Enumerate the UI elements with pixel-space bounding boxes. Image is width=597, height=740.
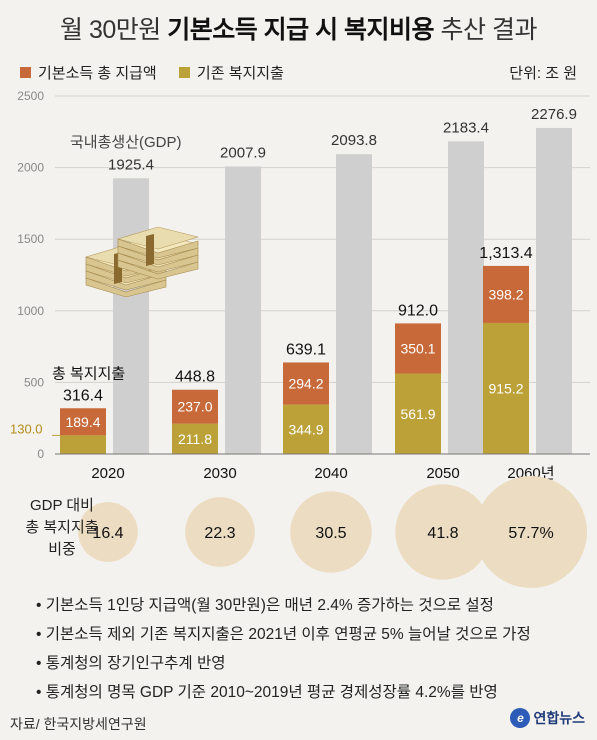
- note-item: 기본소득 1인당 지급액(월 30만원)은 매년 2.4% 증가하는 것으로 설…: [36, 591, 531, 620]
- gdp-bar: [113, 178, 149, 454]
- total-value: 316.4: [63, 387, 103, 404]
- ratio-value: 41.8: [427, 525, 458, 542]
- existing-welfare-value: 344.9: [288, 421, 323, 437]
- ratio-bubble: [475, 476, 587, 588]
- ratio-value: 57.7%: [508, 525, 553, 542]
- ratio-bubble: [78, 502, 138, 562]
- existing-welfare-bar: [283, 404, 329, 454]
- legend-swatch: [20, 67, 31, 78]
- yonhap-logo: e 연합뉴스: [510, 708, 585, 728]
- basic-income-value: 294.2: [288, 376, 323, 392]
- source-credit: 자료/ 한국지방세연구원: [10, 716, 147, 732]
- bar-chart: 0 500 1000 1500 2000 2500 189.4 316.4 1925.4 2020…: [10, 89, 590, 588]
- gdp-value: 2093.8: [331, 132, 377, 149]
- y-tick-label: 2500: [17, 89, 44, 103]
- gdp-value: 1925.4: [108, 156, 154, 173]
- existing-welfare-value: 561.9: [400, 406, 435, 422]
- existing-welfare-value: 915.2: [488, 380, 523, 396]
- notes-list: 기본소득 1인당 지급액(월 30만원)은 매년 2.4% 증가하는 것으로 설…: [36, 591, 531, 707]
- note-item: 통계청의 명목 GDP 기준 2010~2019년 평균 경제성장률 4.2%를…: [36, 678, 531, 707]
- gdp-value: 2007.9: [220, 144, 266, 161]
- existing-welfare-bar: [60, 435, 106, 454]
- ratio-label-line: 총 복지지출: [25, 519, 99, 536]
- ratio-label-line: 비중: [48, 541, 76, 558]
- ratio-value: 30.5: [315, 525, 346, 542]
- gdp-bar: [448, 141, 484, 454]
- x-tick-label: 2030: [203, 465, 236, 482]
- y-tick-label: 1000: [17, 304, 44, 318]
- ratio-label-line: GDP 대비: [29, 497, 94, 514]
- total-value: 639.1: [286, 341, 326, 358]
- gdp-bar: [336, 154, 372, 454]
- basic-income-value: 189.4: [65, 414, 100, 430]
- legend-item-basic-income: 기본소득 총 지급액: [20, 62, 157, 83]
- existing-welfare-bar: [483, 322, 529, 454]
- basic-income-value: 237.0: [177, 399, 212, 415]
- ratio-bubble: [395, 484, 491, 580]
- ratio-value: 22.3: [204, 525, 235, 542]
- existing-welfare-bar: [395, 373, 441, 454]
- basic-income-bar: [395, 323, 441, 374]
- x-tick-label: 2040: [314, 465, 347, 482]
- existing-welfare-bar: [172, 423, 218, 454]
- legend-item-existing-welfare: 기존 복지지출: [178, 62, 284, 83]
- ratio-bubble: [290, 491, 372, 573]
- unit-label: 단위: 조 원: [509, 65, 577, 82]
- money-stack-icon: [84, 226, 200, 298]
- total-annotation: 총 복지지출: [52, 365, 125, 382]
- total-value: 448.8: [175, 369, 215, 386]
- total-value: 912.0: [398, 302, 438, 319]
- note-item: 통계청의 장기인구추계 반영: [36, 649, 531, 678]
- basic-income-bar: [172, 389, 218, 424]
- legend-label: 기존 복지지출: [196, 65, 284, 82]
- x-tick-label: 2050: [426, 465, 459, 482]
- note-item: 기본소득 제외 기존 복지지출은 2021년 이후 연평균 5% 늘어날 것으로…: [36, 620, 531, 649]
- basic-income-bar: [283, 362, 329, 405]
- existing-welfare-value: 130.0: [10, 421, 43, 436]
- logo-icon: e: [510, 708, 531, 728]
- gdp-annotation: 국내총생산(GDP): [70, 134, 182, 151]
- page-title: 월 30만원 기본소득 지급 시 복지비용 추산 결과: [0, 10, 597, 46]
- ratio-label: GDP 대비 총 복지지출 비중: [6, 495, 118, 561]
- legend-label: 기본소득 총 지급액: [38, 65, 157, 82]
- total-value: 1,313.4: [479, 245, 532, 262]
- y-tick-label: 1500: [17, 232, 44, 246]
- basic-income-value: 398.2: [488, 286, 523, 302]
- legend: 기본소득 총 지급액 기존 복지지출: [20, 62, 302, 83]
- y-tick-label: 500: [24, 375, 44, 389]
- title-bold: 기본소득 지급 시 복지비용: [167, 16, 435, 44]
- title-part: 추산 결과: [434, 16, 538, 44]
- basic-income-bar: [60, 408, 106, 436]
- existing-welfare-value: 211.8: [178, 431, 212, 447]
- y-tick-label: 2000: [17, 161, 44, 175]
- title-part: 월 30만원: [60, 16, 168, 44]
- x-tick-label: 2020: [91, 465, 124, 482]
- logo-text: 연합뉴스: [533, 710, 585, 726]
- gdp-value: 2183.4: [443, 119, 489, 136]
- gdp-value: 2276.9: [531, 106, 577, 123]
- legend-swatch: [178, 67, 190, 78]
- basic-income-value: 350.1: [400, 340, 435, 356]
- ratio-bubble: [185, 497, 255, 567]
- ratio-value: 16.4: [92, 525, 123, 542]
- gdp-bar: [225, 166, 261, 454]
- basic-income-bar: [483, 265, 529, 323]
- gdp-bar: [536, 127, 572, 454]
- y-tick-label: 0: [37, 447, 44, 461]
